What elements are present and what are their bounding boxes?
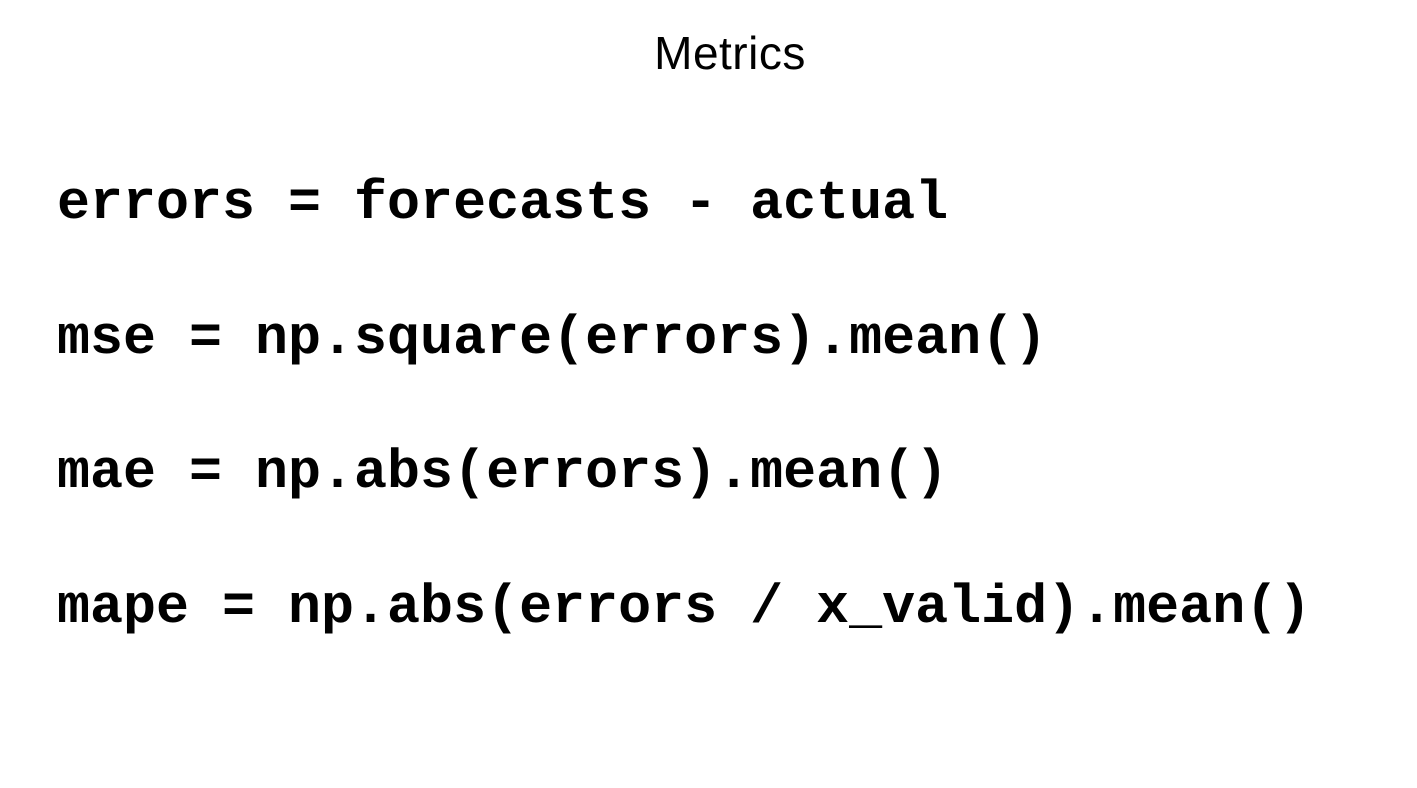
- slide-title: Metrics: [654, 27, 806, 79]
- code-line-mape: mape = np.abs(errors / x_valid).mean(): [57, 576, 1312, 639]
- code-line-errors: errors = forecasts - actual: [57, 172, 949, 235]
- code-line-mse: mse = np.square(errors).mean(): [57, 307, 1048, 370]
- code-line-mae: mae = np.abs(errors).mean(): [57, 441, 949, 504]
